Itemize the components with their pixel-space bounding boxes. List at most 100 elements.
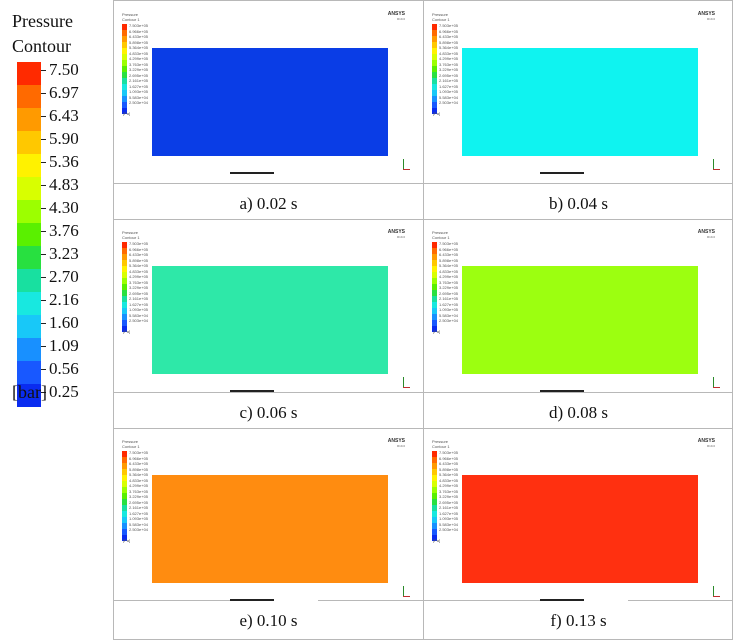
legend-tick (41, 70, 46, 71)
grid-divider (114, 219, 732, 220)
mini-legend-swatch (122, 517, 127, 523)
mini-legend-swatch (432, 290, 437, 296)
scale-bar (540, 390, 628, 392)
mini-legend-values: 7.503e+05 6.966e+05 6.433e+05 5.898e+05 5.36… (439, 450, 459, 532)
ansys-logo: ANSYS (697, 438, 715, 444)
contour-panel: Pressure Contour 1 7.503e+05 6.966e+05 6.433… (424, 428, 733, 610)
legend-swatch (17, 177, 41, 200)
mini-legend-swatch (122, 463, 127, 469)
mini-legend-swatch (432, 487, 437, 493)
mini-legend-swatch (432, 505, 437, 511)
mini-legend-title: Pressure Contour 1 (122, 12, 140, 22)
mini-legend-swatch (122, 66, 127, 72)
legend-swatch (17, 246, 41, 269)
mini-legend-swatch (432, 42, 437, 48)
mini-legend-title: Pressure Contour 1 (432, 230, 450, 240)
legend-tick (41, 231, 46, 232)
scale-bar (230, 390, 318, 392)
legend-unit: [bar] (12, 382, 47, 402)
legend-swatch (17, 292, 41, 315)
mini-legend-swatch (122, 54, 127, 60)
legend-swatch (17, 315, 41, 338)
mini-legend-values: 7.503e+05 6.966e+05 6.433e+05 5.898e+05 5.36… (129, 23, 149, 105)
mini-legend-swatch (122, 475, 127, 481)
legend-tick (41, 323, 46, 324)
axis-triad-icon (402, 159, 410, 171)
mini-legend-swatch (432, 493, 437, 499)
scale-bar (540, 172, 628, 174)
legend-level-label: 2.70 (49, 267, 79, 286)
mini-legend-swatch (432, 90, 437, 96)
mini-legend-scale (432, 451, 437, 541)
panel-caption: a) 0.02 s (239, 194, 298, 213)
legend-tick (41, 300, 46, 301)
mini-legend-swatch (122, 278, 127, 284)
legend-swatch (17, 154, 41, 177)
axis-triad-icon (712, 586, 720, 598)
mini-legend-swatch (432, 451, 437, 457)
mini-legend-swatch (432, 308, 437, 314)
mini-legend-swatch (432, 296, 437, 302)
legend-swatch (17, 108, 41, 131)
grid-divider (114, 428, 732, 429)
mini-legend-swatch (432, 24, 437, 30)
legend-tick (41, 93, 46, 94)
ansys-logo: ANSYS (387, 11, 405, 17)
mini-legend-swatch (432, 535, 437, 541)
legend-level-label: 1.60 (49, 313, 79, 332)
mini-legend-swatch (122, 248, 127, 254)
ansys-logo: ANSYS (387, 229, 405, 235)
mini-legend-values: 7.503e+05 6.966e+05 6.433e+05 5.898e+05 5.36… (129, 241, 149, 323)
mini-legend-swatch (122, 326, 127, 332)
mini-legend-swatch (122, 60, 127, 66)
mini-legend-scale (122, 242, 127, 332)
mini-legend-swatch (122, 451, 127, 457)
panel-caption: c) 0.06 s (239, 403, 298, 422)
legend-level-label: 6.43 (49, 106, 79, 125)
axis-triad-icon (402, 586, 410, 598)
mini-legend-swatch (122, 272, 127, 278)
mini-legend-scale (122, 24, 127, 114)
legend-tick (41, 139, 46, 140)
mini-legend-values: 7.503e+05 6.966e+05 6.433e+05 5.898e+05 5.36… (439, 241, 459, 323)
legend-level-label: 3.23 (49, 244, 79, 263)
mini-legend-swatch (432, 248, 437, 254)
legend-tick (41, 369, 46, 370)
legend-swatch (17, 338, 41, 361)
ansys-logo: ANSYS (697, 11, 715, 17)
mini-legend-swatch (122, 308, 127, 314)
legend-tick (41, 208, 46, 209)
legend-swatch (17, 269, 41, 292)
mini-legend-swatch (122, 320, 127, 326)
legend-level-label: 5.90 (49, 129, 79, 148)
legend-tick (41, 254, 46, 255)
scale-bar (540, 599, 628, 601)
pressure-legend: Pressure Contour 7.50 6.97 6.43 5.90 5.36 4.8… (0, 0, 110, 420)
mini-legend-swatch (122, 469, 127, 475)
mini-legend-swatch (122, 493, 127, 499)
mini-legend-swatch (432, 517, 437, 523)
mini-legend-swatch (432, 78, 437, 84)
mini-legend-swatch (432, 523, 437, 529)
legend-swatch (17, 361, 41, 384)
mini-legend-title: Pressure Contour 1 (122, 230, 140, 240)
axis-triad-icon (402, 377, 410, 389)
mini-legend-swatch (432, 60, 437, 66)
mini-legend-swatch (122, 102, 127, 108)
mini-legend-swatch (122, 108, 127, 114)
mini-legend-scale (432, 24, 437, 114)
pressure-field (462, 48, 698, 156)
mini-legend-swatch (432, 254, 437, 260)
grid-divider (114, 392, 732, 393)
mini-legend-swatch (432, 260, 437, 266)
legend-level-label: 0.25 (49, 382, 79, 401)
legend-title-line1: Pressure (12, 11, 73, 31)
mini-legend-swatch (432, 36, 437, 42)
legend-swatch (17, 223, 41, 246)
ansys-version: R19.0 (396, 235, 405, 239)
grid-divider (114, 600, 732, 601)
mini-legend-swatch (432, 278, 437, 284)
mini-legend-swatch (122, 260, 127, 266)
mini-legend-swatch (122, 72, 127, 78)
mini-legend-swatch (432, 320, 437, 326)
